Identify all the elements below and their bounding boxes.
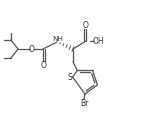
Text: O: O [83,21,89,30]
Text: NH: NH [52,36,64,42]
Text: O: O [41,61,47,70]
Text: OH: OH [92,36,104,45]
Text: O: O [29,44,35,53]
Text: S: S [67,73,72,82]
Text: Br: Br [80,99,88,108]
